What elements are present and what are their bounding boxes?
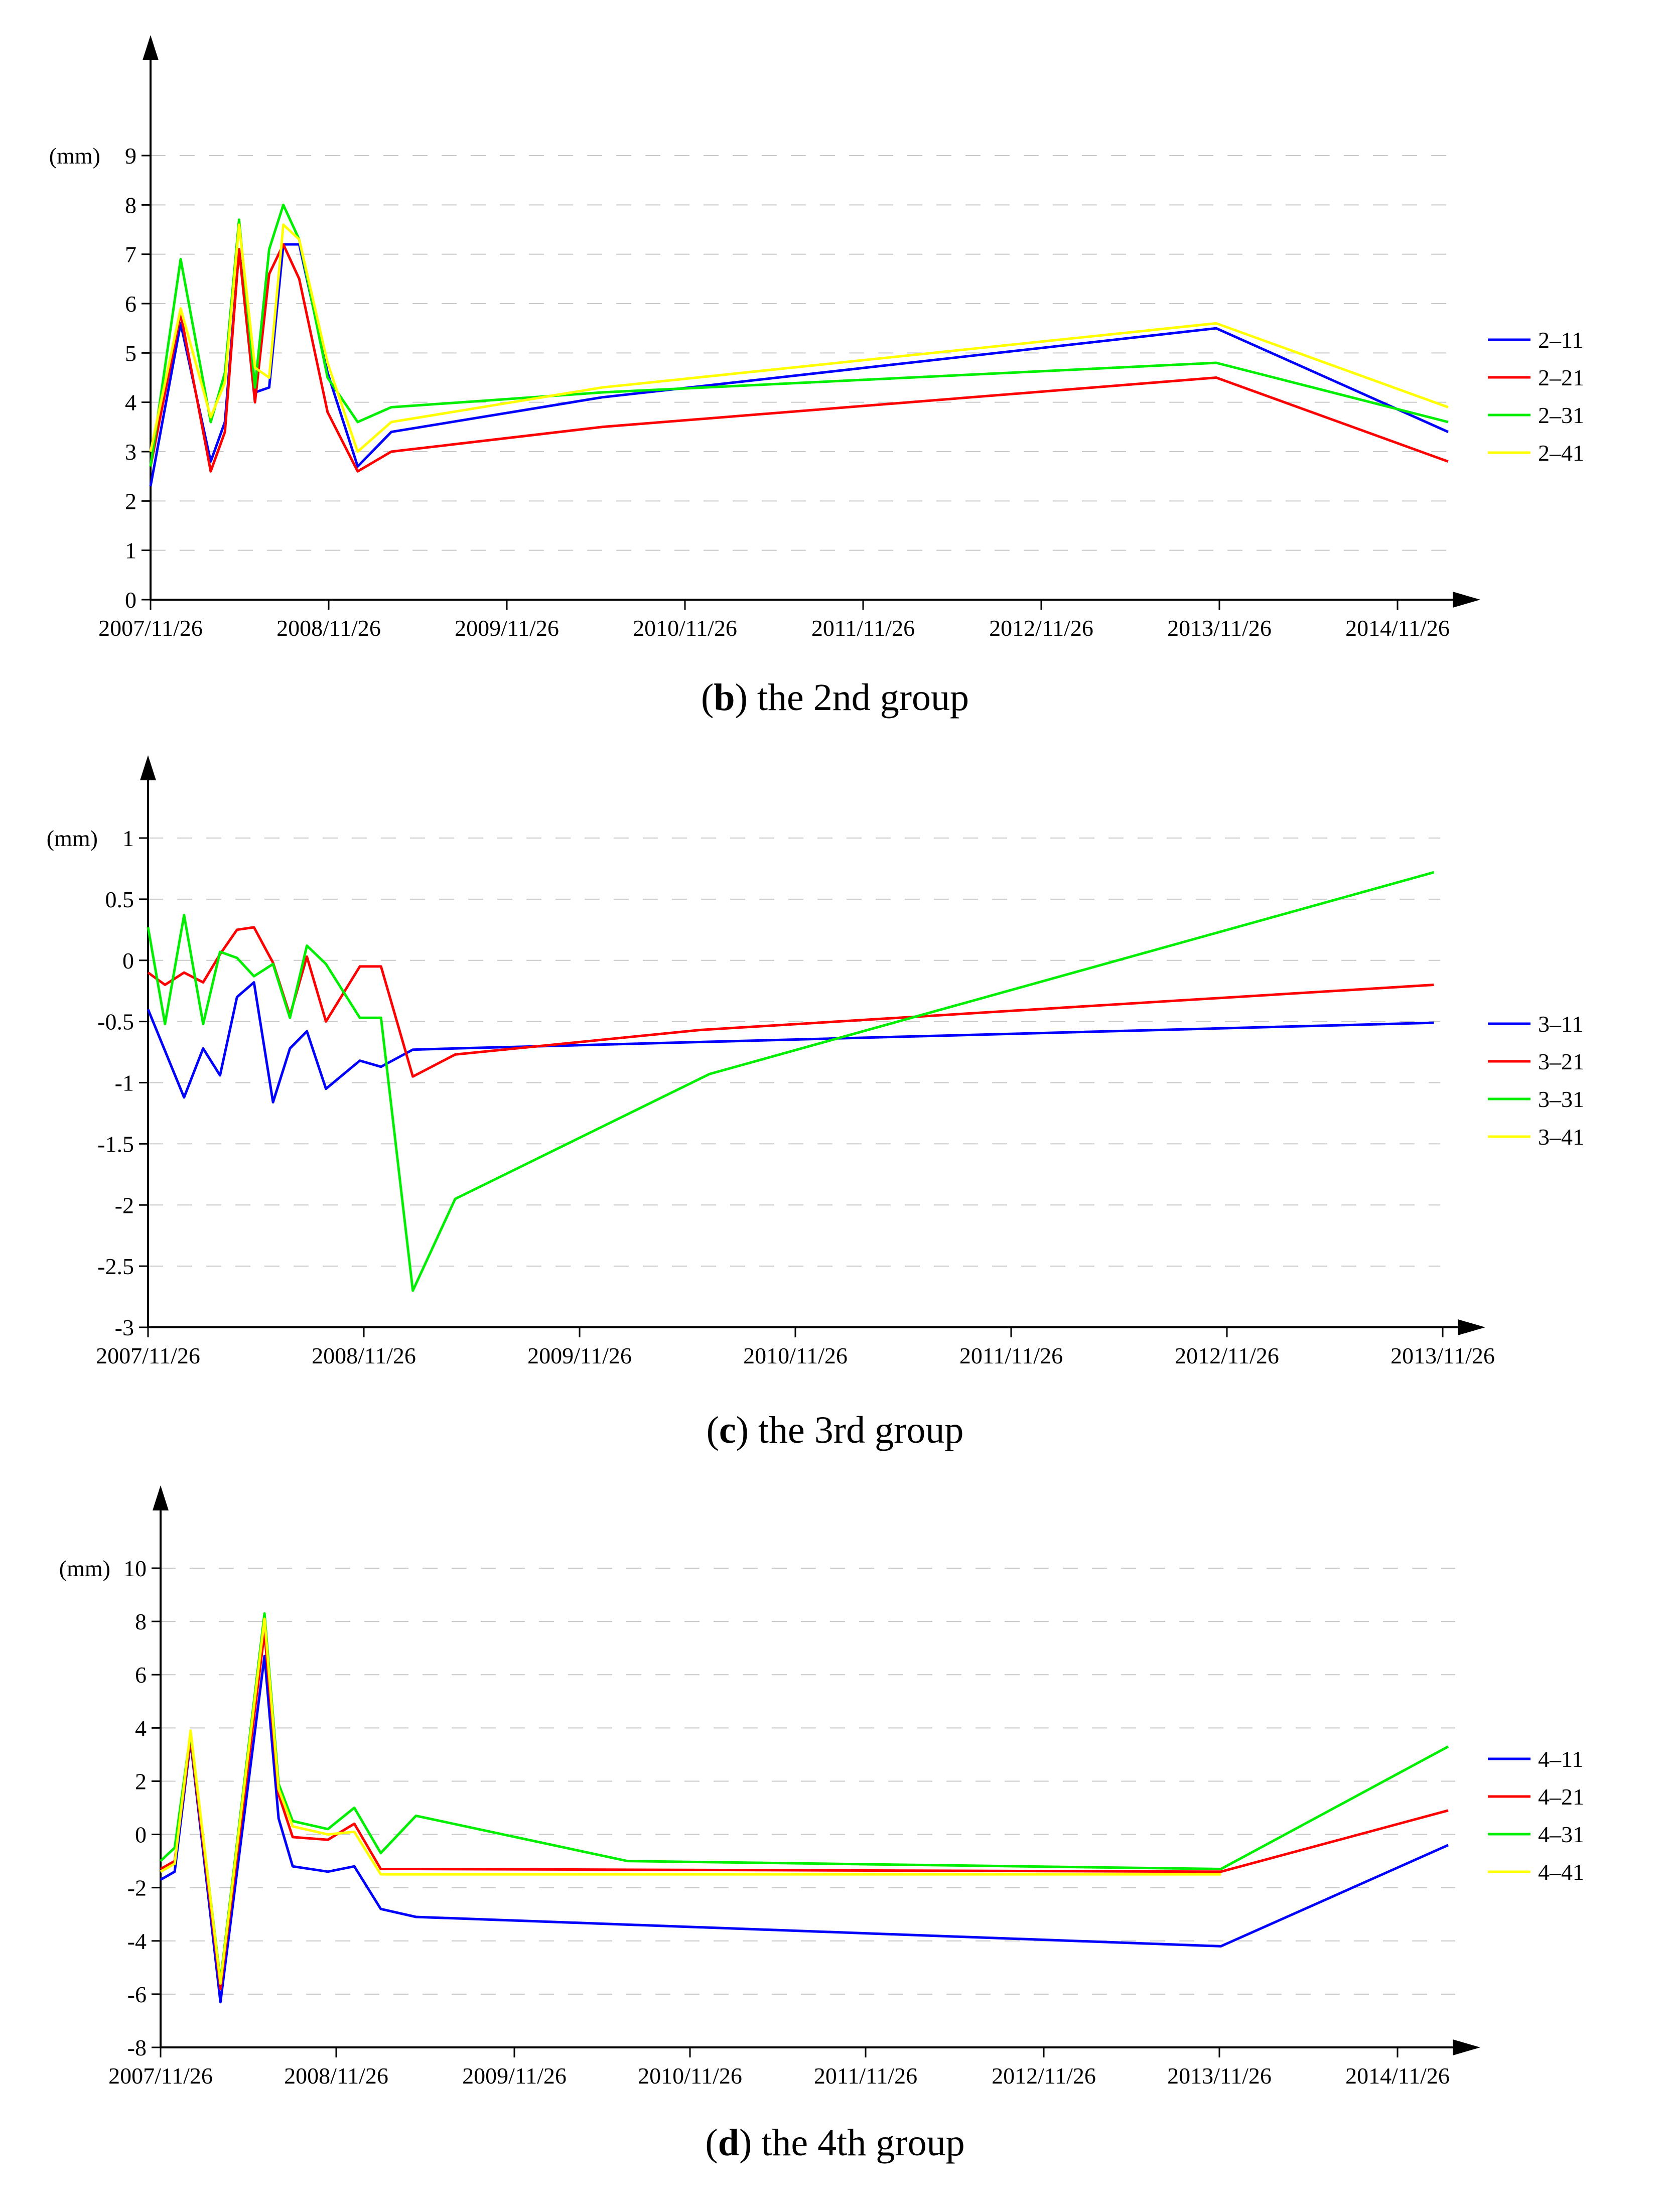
y-tick-label: 4 [125, 390, 136, 416]
legend-label: 4–41 [1538, 1859, 1584, 1885]
legend-label: 2–31 [1538, 402, 1584, 428]
y-unit-label: (mm) [47, 825, 98, 851]
y-tick-label: -1.5 [97, 1131, 134, 1157]
legend-label: 4–21 [1538, 1784, 1584, 1810]
x-tick-label: 2013/11/26 [1390, 1343, 1495, 1368]
x-tick-label: 2013/11/26 [1167, 2063, 1272, 2089]
series-line-4–41 [160, 1617, 1221, 1985]
x-tick-label: 2009/11/26 [455, 615, 559, 641]
x-tick-label: 2007/11/26 [98, 615, 203, 641]
x-tick-label: 2010/11/26 [743, 1343, 848, 1368]
series-line-2–41 [149, 223, 1449, 453]
x-axis-arrow [1458, 1319, 1485, 1335]
y-tick-label: -0.5 [97, 1009, 134, 1035]
panel-caption: (d) the 4th group [705, 2122, 964, 2164]
y-unit-label: (mm) [59, 1556, 110, 1581]
y-tick-label: 2 [135, 1768, 147, 1794]
y-tick-label: -2 [127, 1875, 147, 1901]
y-tick-label: 0.5 [105, 887, 134, 912]
x-tick-label: 2012/11/26 [989, 615, 1093, 641]
y-unit-label: (mm) [49, 143, 100, 169]
series-line-4–31 [160, 1612, 1449, 1982]
chart-panel-b: 0 1 2 3 4 5 6 7 8 9 (mm) 2007/11/26 2008/11/26 2009/1… [49, 35, 1584, 719]
y-tick-label: -8 [127, 2035, 147, 2060]
y-tick-label: -6 [127, 1982, 147, 2007]
x-tick-label: 2014/11/26 [1345, 2063, 1450, 2089]
legend-label: 4–11 [1538, 1746, 1583, 1772]
y-tick-label: 1 [125, 538, 136, 564]
y-tick-label: -2 [115, 1192, 134, 1218]
series-line-4–11 [160, 1654, 1449, 2004]
panel-caption: (c) the 3rd group [707, 1409, 964, 1451]
x-tick-label: 2009/11/26 [462, 2063, 567, 2089]
series-line-3–11 [147, 981, 1434, 1103]
x-tick-label: 2008/11/26 [312, 1343, 416, 1368]
x-tick-label: 2013/11/26 [1167, 615, 1272, 641]
series-line-4–21 [160, 1630, 1449, 1990]
y-tick-label: 3 [125, 439, 136, 465]
y-tick-label: 6 [135, 1662, 147, 1688]
y-tick-label: 0 [125, 587, 136, 613]
legend-label: 3–11 [1538, 1011, 1583, 1037]
x-tick-label: 2011/11/26 [959, 1343, 1063, 1368]
y-tick-label: 6 [125, 291, 136, 317]
y-tick-label: 8 [135, 1609, 147, 1634]
y-tick-label: -2.5 [97, 1254, 134, 1279]
x-tick-label: 2010/11/26 [633, 615, 737, 641]
y-tick-label: 2 [125, 488, 136, 514]
y-tick-label: 8 [125, 192, 136, 218]
legend-label: 3–21 [1538, 1049, 1584, 1074]
y-tick-label: -1 [115, 1070, 134, 1096]
series-line-3–21 [147, 926, 1434, 1078]
y-tick-label: 5 [125, 340, 136, 366]
panel-caption: (b) the 2nd group [701, 676, 969, 719]
legend-label: 2–41 [1538, 440, 1584, 466]
y-axis-arrow [143, 35, 159, 60]
y-tick-label: -3 [115, 1315, 134, 1340]
x-tick-label: 2009/11/26 [527, 1343, 632, 1368]
x-tick-label: 2014/11/26 [1345, 615, 1450, 641]
x-tick-label: 2011/11/26 [811, 615, 915, 641]
x-tick-label: 2012/11/26 [992, 2063, 1096, 2089]
series-line-2–11 [149, 243, 1449, 487]
legend-label: 2–21 [1538, 365, 1584, 390]
y-tick-label: 9 [125, 143, 136, 169]
x-tick-label: 2011/11/26 [814, 2063, 917, 2089]
chart-panel-d: -8 -6 -4 -2 0 2 4 6 8 10 (mm) 2007/11/26 2008/11/26 2… [59, 1485, 1584, 2164]
x-tick-label: 2007/11/26 [96, 1343, 200, 1368]
x-tick-label: 2010/11/26 [638, 2063, 742, 2089]
y-axis-arrow [153, 1485, 169, 1510]
x-axis-arrow [1453, 592, 1480, 608]
legend-label: 3–31 [1538, 1086, 1584, 1112]
y-tick-label: 0 [122, 948, 134, 974]
y-tick-label: 10 [123, 1556, 147, 1581]
series-line-2–21 [149, 243, 1449, 473]
x-tick-label: 2007/11/26 [108, 2063, 213, 2089]
x-axis-arrow [1453, 2039, 1480, 2055]
x-tick-label: 2012/11/26 [1175, 1343, 1279, 1368]
y-tick-label: 7 [125, 242, 136, 267]
chart-panel-c: -3 -2.5 -2 -1.5 -1 -0.5 0 0.5 1 (mm) 2007/11/26 200… [47, 755, 1584, 1451]
x-tick-label: 2008/11/26 [284, 2063, 388, 2089]
y-tick-label: -4 [127, 1928, 147, 1954]
x-tick-label: 2008/11/26 [276, 615, 381, 641]
legend-label: 4–31 [1538, 1822, 1584, 1847]
y-axis-arrow [140, 755, 156, 780]
series-line-3–31 [147, 871, 1434, 1292]
y-tick-label: 0 [135, 1822, 147, 1848]
y-tick-label: 1 [122, 825, 134, 851]
y-tick-label: 4 [135, 1715, 147, 1741]
legend-label: 3–41 [1538, 1124, 1584, 1150]
legend-label: 2–11 [1538, 327, 1583, 353]
